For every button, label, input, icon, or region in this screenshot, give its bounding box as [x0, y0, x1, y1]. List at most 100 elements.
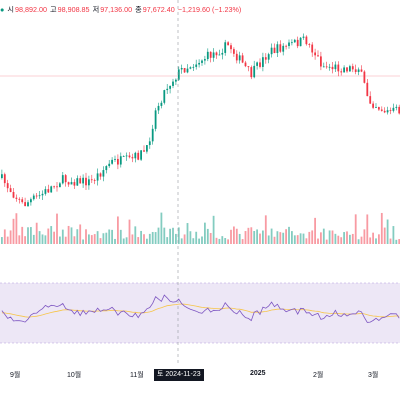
candle-body — [102, 170, 105, 177]
candle-body — [143, 150, 145, 152]
candle-body — [296, 39, 299, 47]
volume-bar — [32, 234, 35, 244]
candle-body — [198, 62, 200, 65]
candle-body — [125, 155, 128, 157]
volume-bar — [206, 228, 209, 244]
volume-bar — [15, 213, 18, 244]
volume-bar — [21, 226, 24, 244]
volume-bar — [177, 227, 180, 244]
candle-body — [9, 188, 12, 192]
candle-body — [241, 55, 244, 63]
candle-body — [363, 71, 366, 83]
candle-body — [151, 128, 154, 142]
candle-body — [276, 44, 279, 53]
candle-body — [267, 54, 270, 60]
volume-bar — [351, 233, 354, 244]
volume-bar — [334, 233, 337, 244]
candle-body — [337, 64, 340, 72]
volume-bar — [18, 235, 21, 244]
volume-bar — [317, 238, 319, 244]
candle-body — [79, 178, 82, 184]
candle-body — [293, 39, 296, 43]
volume-bar — [244, 231, 247, 244]
volume-bar — [189, 231, 192, 244]
volume-bar — [270, 228, 273, 244]
volume-bar — [378, 234, 380, 244]
volume-bar — [354, 214, 357, 244]
volume-bar — [163, 227, 166, 244]
time-axis-tick: 11월 — [130, 372, 144, 379]
volume-bar — [12, 218, 15, 244]
volume-bar — [140, 230, 142, 244]
candle-body — [250, 67, 253, 78]
candle-body — [114, 158, 116, 160]
candle-body — [299, 37, 302, 47]
candle-body — [360, 69, 363, 72]
volume-bar — [82, 239, 84, 244]
candle-body — [386, 110, 389, 113]
candle-body — [12, 191, 15, 198]
volume-bar — [276, 231, 279, 244]
volume-bar — [322, 228, 325, 244]
open-value: 98,892.00 — [14, 5, 47, 14]
volume-bar — [198, 238, 200, 244]
time-axis-tick: 2025 — [250, 370, 266, 377]
candle-body — [395, 106, 398, 108]
candle-body — [6, 183, 9, 189]
rsi-series — [1, 294, 400, 323]
candle-body — [383, 110, 386, 113]
candle-body — [30, 199, 32, 203]
volume-bar — [73, 236, 76, 244]
volume-bar — [331, 230, 334, 244]
candle-body — [35, 195, 38, 197]
candle-body — [53, 186, 55, 188]
volume-bar — [392, 226, 395, 244]
candle-body — [160, 102, 163, 106]
volume-bar — [47, 228, 50, 244]
volume-bar — [192, 238, 195, 244]
candle-body — [314, 52, 316, 56]
volume-bar — [111, 229, 113, 244]
candle-body — [140, 150, 142, 160]
volume-bar — [41, 234, 44, 244]
candle-body — [378, 107, 380, 110]
volume-bar — [67, 225, 70, 244]
candle-body — [354, 69, 357, 72]
volume-bar — [93, 234, 96, 244]
candle-body — [73, 182, 76, 186]
candle-body — [302, 36, 305, 38]
volume-bar — [314, 217, 316, 244]
candle-body — [15, 197, 18, 199]
volume-bar — [293, 235, 296, 244]
candle-body — [64, 175, 67, 183]
volume-bar — [267, 235, 270, 244]
volume-bar — [38, 231, 41, 244]
close-value: 97,672.40 — [142, 5, 175, 14]
candle-body — [59, 183, 61, 188]
volume-bar — [137, 237, 140, 244]
volume-bar — [9, 230, 12, 244]
candle-body — [238, 55, 241, 61]
candle-body — [148, 141, 151, 146]
candle-body — [131, 157, 134, 159]
candle-body — [372, 103, 374, 108]
volume-bar — [125, 237, 128, 244]
candle-body — [221, 52, 224, 55]
volume-bar — [30, 227, 32, 244]
candle-body — [349, 66, 351, 72]
candle-body — [146, 145, 148, 152]
volume-bar — [235, 228, 238, 244]
volume-bar — [227, 239, 229, 244]
candle-body — [273, 47, 276, 53]
volume-bar — [175, 233, 177, 244]
candle-body — [70, 182, 73, 185]
price-chart-canvas[interactable] — [0, 0, 400, 366]
volume-bar — [230, 229, 232, 244]
volume-bar — [151, 231, 154, 244]
candle-body — [244, 62, 247, 67]
candle-body — [3, 174, 6, 184]
candle-body — [380, 109, 383, 111]
high-value: 98,908.85 — [57, 5, 90, 14]
volume-bar — [386, 219, 389, 244]
volume-bar — [6, 236, 9, 244]
